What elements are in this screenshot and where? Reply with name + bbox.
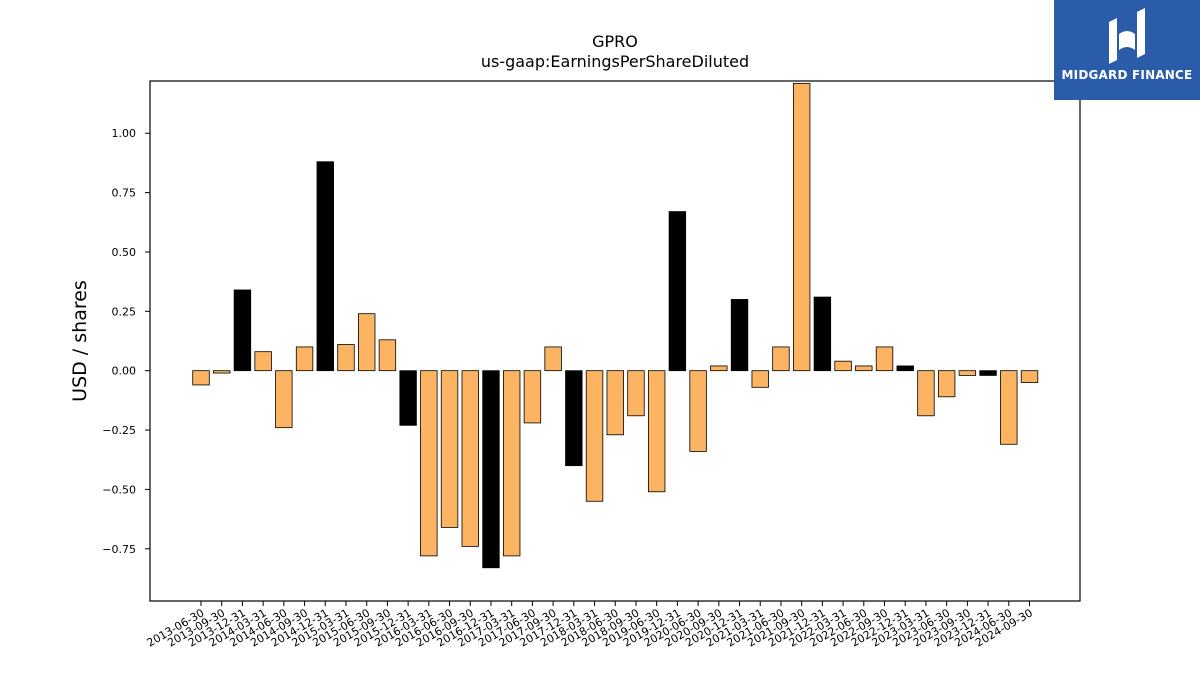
bar xyxy=(378,339,397,372)
chart-title: GPRO xyxy=(592,32,638,51)
bar xyxy=(647,370,666,493)
bar xyxy=(813,296,832,372)
y-tick-label: 1.00 xyxy=(112,127,137,140)
bar xyxy=(420,370,438,557)
bar xyxy=(192,370,210,386)
bar xyxy=(275,370,293,429)
bar xyxy=(233,289,252,372)
y-tick-label: 0.00 xyxy=(112,365,137,378)
midgard-logo-icon xyxy=(1109,8,1145,64)
bar xyxy=(337,344,355,372)
brand-logo: MIDGARD FINANCE xyxy=(1054,0,1200,100)
bar xyxy=(440,370,459,528)
bar xyxy=(1000,370,1018,445)
bar xyxy=(502,370,521,557)
x-axis: 2013-06-302013-09-302013-12-312014-03-31… xyxy=(145,601,1035,650)
bar xyxy=(875,346,894,372)
y-axis-label: USD / shares xyxy=(69,280,91,402)
bar xyxy=(482,370,500,569)
y-tick-label: 0.50 xyxy=(112,246,137,259)
bar xyxy=(565,370,583,467)
bar xyxy=(399,370,417,426)
bar xyxy=(316,161,334,372)
chart-subtitle: us-gaap:EarningsPerShareDiluted xyxy=(480,52,750,71)
bar xyxy=(627,370,645,417)
bar xyxy=(834,360,852,372)
bar xyxy=(544,346,562,372)
bar xyxy=(792,82,811,372)
y-axis: −0.75 −0.50 −0.25 0.00 0.25 0.50 0.75 1.00 xyxy=(102,127,150,556)
bar xyxy=(585,370,604,502)
y-tick-label: −0.25 xyxy=(102,424,136,437)
bar xyxy=(730,299,749,372)
bar xyxy=(958,370,977,376)
brand-name: MIDGARD FINANCE xyxy=(1061,68,1193,82)
bar xyxy=(668,211,687,372)
bar xyxy=(689,370,707,452)
bar xyxy=(917,370,935,417)
bar xyxy=(855,365,873,372)
y-tick-label: −0.50 xyxy=(102,483,136,496)
y-tick-label: −0.75 xyxy=(102,543,136,556)
bar xyxy=(1020,370,1039,383)
bars-group xyxy=(192,82,1039,569)
bar xyxy=(751,370,769,388)
bar xyxy=(358,313,376,372)
bar xyxy=(254,351,272,372)
plot-frame xyxy=(149,80,1081,602)
bar xyxy=(461,370,479,547)
bar xyxy=(606,370,624,436)
bar xyxy=(523,370,542,424)
bar xyxy=(710,365,728,372)
bar xyxy=(295,346,314,372)
y-tick-label: 0.75 xyxy=(112,187,137,200)
y-tick-label: 0.25 xyxy=(112,305,137,318)
bar xyxy=(979,370,997,376)
bar xyxy=(213,370,231,374)
bar xyxy=(937,370,956,398)
bar xyxy=(772,346,790,372)
bar xyxy=(896,365,914,372)
